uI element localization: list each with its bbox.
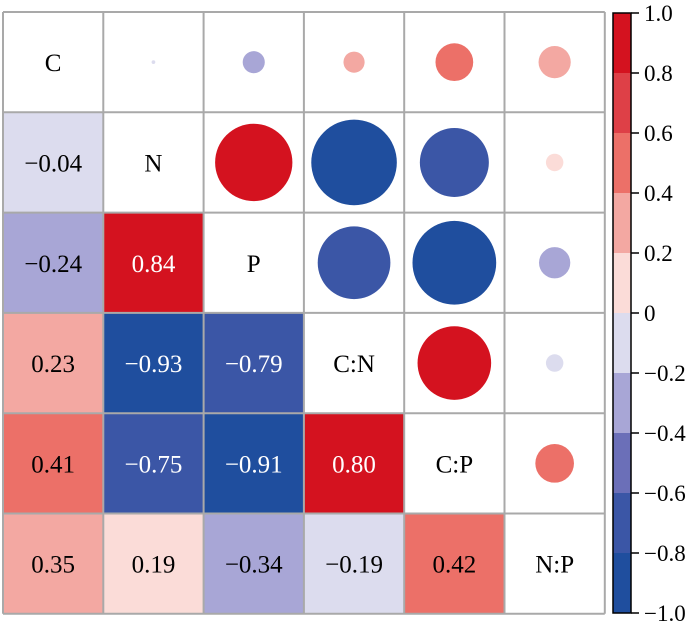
- correlation-square: [203, 513, 304, 614]
- correlation-value-label: 0.23: [31, 351, 75, 378]
- variable-label-n-p: N:P: [535, 552, 574, 579]
- correlation-circle: [242, 51, 265, 74]
- colorbar-bin: [613, 253, 631, 313]
- colorbar: −1.0 −0.8 −0.6 −0.4 −0.2 0 0.2 0.4 0.6 0.8 1.0: [612, 1, 686, 626]
- colorbar-bin: [613, 373, 631, 433]
- variable-label-c: C: [45, 50, 62, 77]
- variable-label-c-n: C:N: [333, 351, 375, 378]
- colorbar-tick-label: −1.0: [644, 601, 686, 626]
- correlation-square: [103, 413, 204, 514]
- correlation-square: [404, 513, 505, 614]
- colorbar-bin: [613, 553, 631, 613]
- correlation-circle: [539, 247, 571, 279]
- correlation-square: [3, 112, 104, 213]
- matrix-grid: [2, 11, 606, 615]
- colorbar-tick-label: −0.4: [644, 421, 686, 446]
- colorbar-bin: [613, 13, 631, 73]
- correlation-square: [303, 413, 405, 514]
- correlation-square: [3, 413, 104, 514]
- correlation-value-label: 0.84: [132, 251, 176, 278]
- correlation-value-label: 0.42: [432, 552, 476, 579]
- correlation-square: [203, 413, 304, 514]
- correlation-circle: [215, 123, 293, 202]
- correlation-circle: [435, 43, 474, 82]
- correlation-circle: [535, 444, 574, 483]
- correlation-circle: [417, 326, 492, 400]
- correlation-value-label: 0.35: [31, 552, 75, 579]
- correlation-value-label: −0.34: [225, 552, 283, 579]
- variable-label-p: P: [247, 251, 261, 278]
- colorbar-tick-label: 1.0: [644, 1, 673, 26]
- colorbar-bin: [613, 193, 631, 253]
- correlation-square: [103, 312, 204, 414]
- correlation-value-label: 0.80: [332, 451, 376, 478]
- correlation-circle: [419, 127, 489, 197]
- correlation-circle: [538, 46, 571, 79]
- correlation-square: [3, 212, 104, 313]
- colorbar-bin: [613, 133, 631, 193]
- variable-label-n: N: [144, 150, 162, 177]
- correlation-value-label: −0.04: [24, 150, 82, 177]
- colorbar-bin: [613, 493, 631, 553]
- correlation-square: [3, 513, 104, 614]
- colorbar-tick-label: 0.6: [644, 121, 673, 146]
- correlation-value-label: −0.75: [125, 451, 183, 478]
- correlation-square: [103, 212, 204, 313]
- correlation-value-label: 0.19: [132, 552, 176, 579]
- colorbar-bin: [613, 73, 631, 133]
- correlation-value-label: −0.91: [225, 451, 283, 478]
- colorbar-tick-label: −0.8: [644, 541, 686, 566]
- correlation-circle: [151, 60, 156, 64]
- correlation-square: [303, 513, 405, 614]
- correlation-value-label: −0.19: [325, 552, 383, 579]
- correlation-value-label: −0.93: [125, 351, 183, 378]
- colorbar-tick-label: 0: [644, 301, 656, 326]
- correlation-square: [103, 513, 204, 614]
- colorbar-tick-label: −0.2: [644, 361, 686, 386]
- correlation-circle: [545, 354, 564, 372]
- correlation-value-label: −0.24: [24, 251, 82, 278]
- correlation-value-label: −0.79: [225, 351, 283, 378]
- correlation-circle: [545, 153, 564, 172]
- colorbar-tick-label: 0.4: [644, 181, 673, 206]
- correlation-circle: [343, 51, 365, 73]
- correlation-circle: [311, 119, 397, 206]
- colorbar-tick-label: −0.6: [644, 481, 686, 506]
- correlation-square: [203, 312, 304, 414]
- correlation-value-label: 0.41: [31, 451, 75, 478]
- colorbar-tick-label: 0.2: [644, 241, 673, 266]
- variable-label-c-p: C:P: [436, 451, 474, 478]
- colorbar-bin: [613, 433, 631, 493]
- correlation-circle: [412, 220, 497, 305]
- colorbar-bin: [613, 313, 631, 373]
- colorbar-tick-label: 0.8: [644, 61, 673, 86]
- correlation-square: [3, 312, 104, 414]
- correlation-circle: [317, 226, 391, 300]
